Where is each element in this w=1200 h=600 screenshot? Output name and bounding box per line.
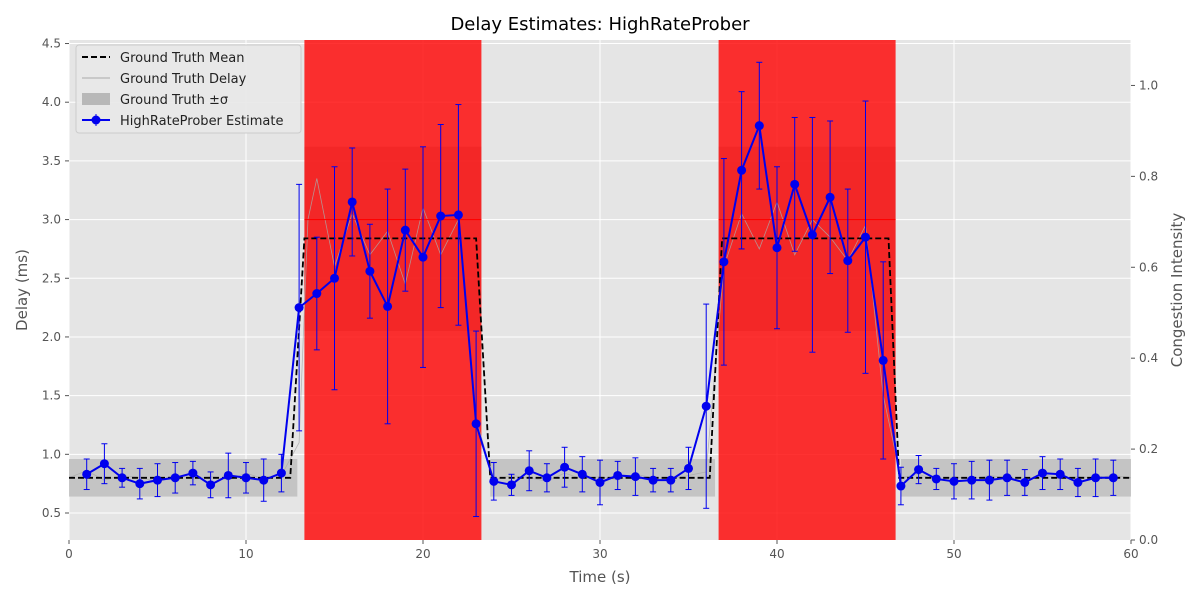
right-tick-label: 0.2 [1139,442,1158,456]
estimate-point [347,197,357,207]
right-tick-label: 1.0 [1139,78,1158,92]
estimate-point [153,475,162,485]
estimate-point [595,477,605,487]
x-tick-label: 50 [946,547,961,561]
x-tick-label: 0 [65,547,73,561]
estimate-point [914,465,924,475]
estimate-point [896,481,906,491]
estimate-point [489,476,499,486]
estimate-point [1055,469,1065,479]
estimate-point [577,469,587,479]
estimate-point [418,252,428,262]
x-tick-label: 30 [592,547,607,561]
x-tick-label: 20 [415,547,430,561]
y-tick-label: 3.0 [42,213,61,227]
estimate-point [560,462,570,472]
legend-label-estimate: HighRateProber Estimate [120,114,283,129]
x-tick-label: 40 [769,547,784,561]
estimate-point [312,289,322,299]
estimate-point [206,480,216,490]
estimate-series [82,61,1118,518]
chart-title: Delay Estimates: HighRateProber [450,14,750,35]
x-axis-label: Time (s) [569,568,631,586]
estimate-point [365,266,375,276]
estimate-point [878,355,888,365]
estimate-point [843,256,853,266]
legend: Ground Truth Mean Ground Truth Delay Gro… [75,44,302,134]
estimate-point [524,466,534,476]
estimate-point [737,165,747,175]
y-tick-label: 4.5 [42,37,61,51]
estimate-point [135,479,145,489]
legend-swatch-estimate-marker [91,115,101,125]
x-tick-label: 10 [238,547,253,561]
estimate-point [861,232,870,242]
estimate-point [471,419,481,429]
estimate-point [1002,473,1012,483]
estimate-point [613,470,623,480]
right-tick-label: 0.6 [1139,260,1158,274]
estimate-point [99,459,109,469]
estimate-point [790,179,800,189]
axes: 0 10 20 30 40 50 60 0.5 1.0 1.5 2.0 2.5 3.0 3.5 4.0 4.5… [42,37,1158,561]
estimate-point [701,401,711,411]
estimate-point [82,469,92,479]
estimate-point [436,211,446,221]
estimate-point [967,475,977,485]
right-axis-label: Congestion Intensity [1168,213,1186,368]
estimate-point [825,192,835,202]
estimate-point [276,468,286,478]
legend-label-truth-mean: Ground Truth Mean [120,51,244,66]
estimate-point [241,473,251,483]
estimate-point [453,210,463,220]
estimate-point [294,303,304,313]
y-tick-label: 3.5 [42,154,61,168]
right-tick-label: 0.8 [1139,169,1158,183]
y-tick-label: 0.5 [42,506,61,520]
estimate-point [259,475,269,485]
legend-label-truth-sigma: Ground Truth ±σ [120,93,228,108]
estimate-point [223,470,233,480]
estimate-point [807,230,817,240]
estimate-point [507,480,516,490]
legend-label-truth-delay: Ground Truth Delay [120,72,247,87]
congestion-periods [304,40,896,540]
estimate-point [400,225,410,235]
y-tick-label: 2.5 [42,271,61,285]
estimate-point [648,475,658,485]
estimate-point [1108,473,1118,483]
estimate-point [188,468,198,478]
y-axis-label: Delay (ms) [13,249,31,331]
estimate-point [772,243,782,253]
x-tick-label: 60 [1123,547,1138,561]
estimate-point [949,476,959,486]
estimate-point [984,475,994,485]
estimate-point [666,475,676,485]
estimate-point [330,273,339,283]
legend-swatch-truth-sigma [82,93,110,105]
estimate-point [1073,477,1083,487]
y-tick-label: 2.0 [42,330,61,344]
right-tick-label: 0.4 [1139,351,1158,365]
right-tick-label: 0.0 [1139,533,1158,547]
estimate-point [630,472,640,482]
estimate-point [931,474,941,484]
estimate-point [542,473,552,483]
estimate-point [1091,473,1101,483]
y-tick-label: 1.5 [42,389,61,403]
estimate-point [117,473,127,483]
congestion-period [718,40,896,540]
estimate-point [754,121,764,131]
estimate-point [684,463,693,473]
congestion-period [304,40,482,540]
estimate-point [1038,468,1047,478]
estimate-point [719,257,729,267]
y-tick-label: 4.0 [42,95,61,109]
estimate-point [1020,477,1030,487]
legend-box [75,44,302,134]
y-tick-label: 1.0 [42,447,61,461]
estimate-point [383,301,393,311]
estimate-point [170,473,180,483]
